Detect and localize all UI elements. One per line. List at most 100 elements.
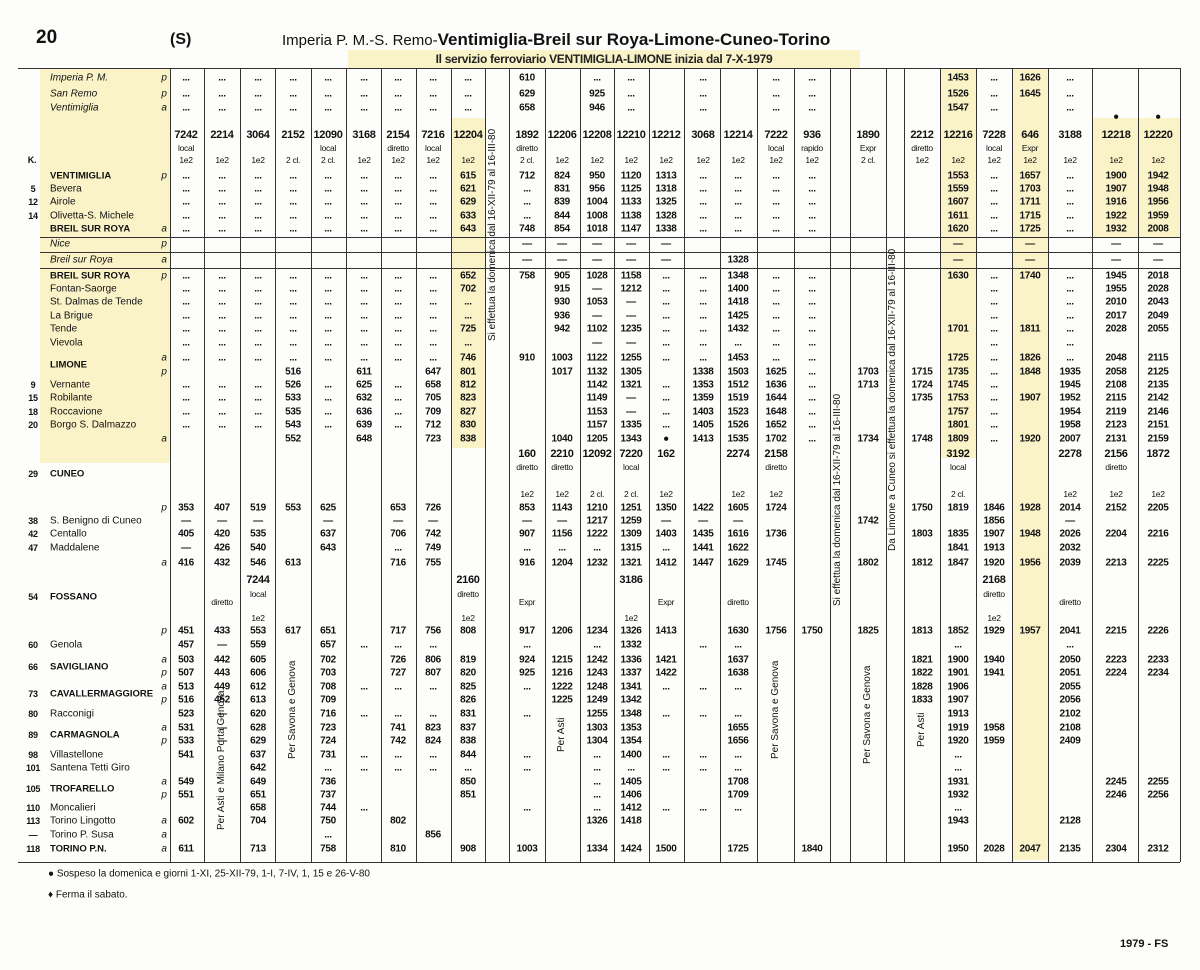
time-cell: 507 xyxy=(178,667,194,679)
time-cell: 1900 xyxy=(947,654,969,666)
time-cell: 802 xyxy=(390,815,406,827)
train-class: 1e2 xyxy=(731,489,745,499)
time-cell: 1453 xyxy=(727,352,749,364)
page-number: 20 xyxy=(36,27,58,48)
column-rule xyxy=(1092,68,1093,862)
time-cell: 750 xyxy=(320,815,336,827)
time-cell: ... xyxy=(182,102,190,114)
time-cell: 1243 xyxy=(586,667,608,679)
time-cell: ... xyxy=(990,270,998,282)
time-cell: 1952 xyxy=(1059,392,1081,404)
time-cell: 1326 xyxy=(620,625,642,637)
time-cell: ... xyxy=(218,270,226,282)
train-number: 3168 xyxy=(352,129,376,141)
time-cell: 2008 xyxy=(1147,223,1169,235)
station-name: Vernante xyxy=(50,379,91,391)
km-header: K. xyxy=(27,155,37,165)
time-cell: 625 xyxy=(356,379,372,391)
time-cell: 2226 xyxy=(1147,625,1169,637)
time-cell: ... xyxy=(990,337,998,349)
time-cell: 2225 xyxy=(1147,557,1169,569)
time-cell: ... xyxy=(324,829,332,841)
column-mark: ● xyxy=(1113,111,1119,123)
time-cell: 1343 xyxy=(620,433,642,445)
time-cell: ... xyxy=(808,352,816,364)
time-cell: 625 xyxy=(320,502,336,514)
time-cell: ... xyxy=(699,681,707,693)
time-cell: 1328 xyxy=(727,254,749,266)
time-cell: 2246 xyxy=(1105,789,1127,801)
time-cell: 1432 xyxy=(727,323,749,335)
time-cell: ... xyxy=(1066,639,1074,651)
time-cell: ... xyxy=(394,283,402,295)
direction: p xyxy=(161,625,167,637)
time-cell: ... xyxy=(429,296,437,308)
time-cell: — xyxy=(393,515,403,527)
train-class: 1e2 xyxy=(179,155,193,165)
time-cell: ... xyxy=(289,352,297,364)
km: 38 xyxy=(28,516,38,526)
time-cell: ... xyxy=(699,72,707,84)
time-cell: 2007 xyxy=(1059,433,1081,445)
time-cell: ... xyxy=(360,283,368,295)
time-cell: ... xyxy=(1066,223,1074,235)
time-cell: 632 xyxy=(356,392,372,404)
time-cell: 915 xyxy=(554,283,570,295)
time-cell: 2047 xyxy=(1019,843,1041,855)
direction: p xyxy=(161,694,167,706)
time-cell: 1232 xyxy=(586,557,608,569)
vertical-note: Per Asti e Milano Porta Genova xyxy=(216,690,227,830)
time-cell: 1003 xyxy=(516,843,538,855)
time-cell: 1825 xyxy=(857,625,879,637)
time-cell: 1929 xyxy=(983,625,1005,637)
time-cell: ... xyxy=(182,310,190,322)
time-cell: ... xyxy=(990,88,998,100)
time-cell: 620 xyxy=(250,708,266,720)
time-cell: 1848 xyxy=(1019,366,1041,378)
column-rule xyxy=(545,68,546,862)
time-cell: ... xyxy=(394,352,402,364)
direction: p xyxy=(161,238,167,250)
time-cell: 2146 xyxy=(1147,406,1169,418)
time-cell: 1424 xyxy=(620,843,642,855)
train-class: 1e2 xyxy=(1063,155,1077,165)
time-cell: ... xyxy=(324,283,332,295)
train-number: 12204 xyxy=(453,129,483,141)
time-cell: 1750 xyxy=(801,625,823,637)
time-cell: 1709 xyxy=(727,789,749,801)
km: 14 xyxy=(28,211,38,221)
column-rule xyxy=(684,68,685,862)
time-cell: ... xyxy=(990,183,998,195)
time-cell: 838 xyxy=(460,735,476,747)
time-cell: 808 xyxy=(460,625,476,637)
time-cell: 1017 xyxy=(551,366,573,378)
time-cell: 1703 xyxy=(1019,183,1041,195)
time-cell: — xyxy=(1153,238,1163,250)
time-cell: ... xyxy=(289,296,297,308)
direction: a xyxy=(161,102,167,114)
time-cell: ... xyxy=(289,72,297,84)
time-cell: 552 xyxy=(285,433,301,445)
time-cell: 1153 xyxy=(586,406,608,418)
time-cell: ... xyxy=(699,310,707,322)
time-cell: 2135 xyxy=(1147,379,1169,391)
vertical-note: Per Savona e Genova xyxy=(862,665,873,765)
column-rule xyxy=(170,68,171,862)
station-name: BREIL SUR ROYA xyxy=(50,270,131,282)
time-cell: 605 xyxy=(250,654,266,666)
time-cell: ... xyxy=(254,72,262,84)
time-cell: ... xyxy=(808,223,816,235)
time-cell: ... xyxy=(772,170,780,182)
train-class: 1e2 xyxy=(659,155,673,165)
time-cell: ... xyxy=(699,210,707,222)
time-cell: 1931 xyxy=(947,776,969,788)
time-cell: 629 xyxy=(460,196,476,208)
train-kind: diretto xyxy=(516,143,538,153)
time-cell: 1157 xyxy=(586,419,608,431)
train-class: 1e2 xyxy=(731,155,745,165)
time-cell: ... xyxy=(429,183,437,195)
time-cell: 1928 xyxy=(1019,502,1041,514)
time-cell: ... xyxy=(254,283,262,295)
time-cell: ... xyxy=(394,196,402,208)
time-cell: ... xyxy=(394,392,402,404)
